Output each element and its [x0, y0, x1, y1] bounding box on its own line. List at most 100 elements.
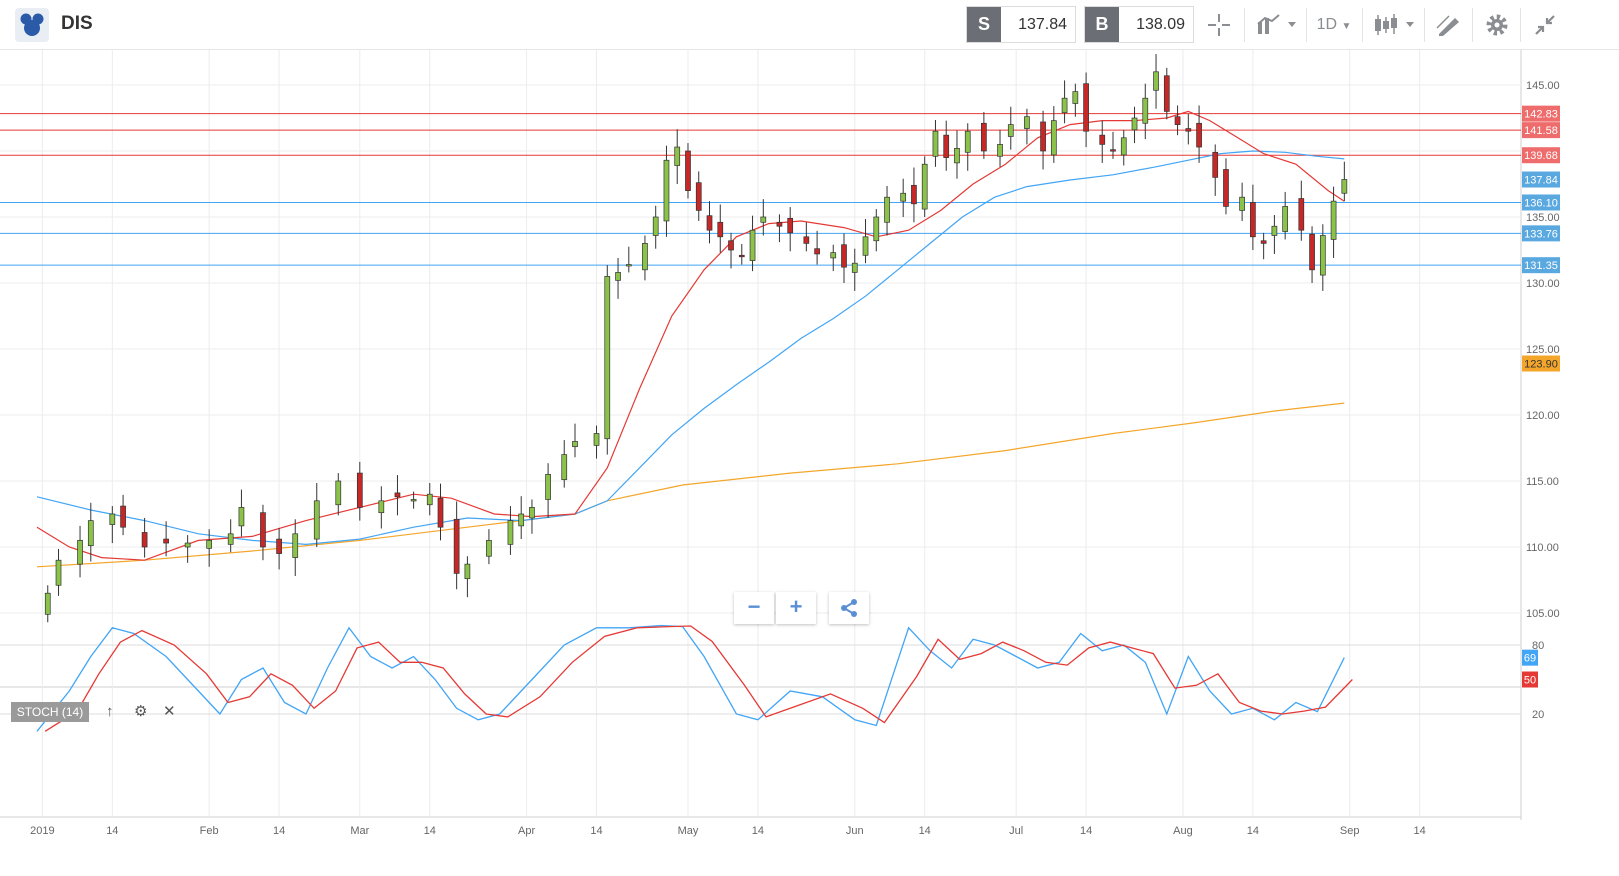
candles-button[interactable]: [1370, 7, 1420, 43]
moving-average-mid: [36, 150, 1345, 546]
candle: [663, 159, 670, 222]
toolbar-separator: [1424, 8, 1425, 42]
candle: [1120, 137, 1127, 156]
zoom-in-button[interactable]: +: [776, 592, 816, 624]
candle: [1330, 200, 1337, 240]
close-icon[interactable]: ✕: [163, 703, 176, 720]
timeframe-dropdown[interactable]: 1D ▼: [1312, 7, 1356, 43]
gear-icon[interactable]: ⚙: [134, 703, 148, 720]
candle: [873, 216, 880, 242]
candle: [604, 276, 611, 440]
candle: [1153, 71, 1159, 91]
price-chart[interactable]: 2019 14 Feb 14 Mar 14 Apr 14 May 14 Jun 14 Jul 14 Aug 1…: [0, 50, 1619, 876]
price-label-box: [1522, 355, 1560, 372]
candle: [1040, 121, 1046, 152]
toolbar-separator: [1306, 8, 1307, 42]
candle: [109, 513, 116, 525]
candle: [1163, 75, 1170, 112]
candle: [862, 236, 869, 256]
settings-button[interactable]: [1480, 7, 1514, 43]
candle: [1341, 179, 1348, 194]
candle: [276, 538, 282, 554]
crosshair-icon: [1208, 14, 1230, 36]
y-tick-label: 110.00: [1526, 542, 1559, 554]
candle: [1142, 97, 1149, 124]
price-label-text: 137.84: [1524, 175, 1558, 187]
candle: [184, 542, 191, 548]
candle: [545, 474, 551, 500]
candle: [426, 493, 433, 506]
x-tick-label: Apr: [518, 825, 535, 837]
candle: [706, 215, 713, 231]
sell-price-button[interactable]: S 137.84: [966, 6, 1076, 43]
candle: [44, 592, 51, 615]
candle: [1131, 117, 1138, 131]
candle: [921, 163, 928, 210]
draw-tools-button[interactable]: [1432, 7, 1466, 43]
candle: [728, 240, 734, 251]
x-tick-label: Jun: [846, 825, 864, 837]
toolbar-separator: [1362, 8, 1363, 42]
zoom-out-button[interactable]: −: [734, 592, 774, 624]
collapse-button[interactable]: [1528, 7, 1562, 43]
candle: [830, 252, 837, 259]
candle: [87, 520, 94, 547]
candle: [394, 492, 401, 498]
toolbar-separator: [1244, 8, 1245, 42]
candle: [776, 221, 783, 227]
x-tick-label: Feb: [200, 825, 219, 837]
candle: [954, 148, 960, 164]
candle: [1072, 91, 1079, 104]
stoch-d-line: [44, 625, 1353, 732]
candle: [486, 540, 492, 557]
x-tick-label: 14: [273, 825, 285, 837]
candle: [685, 150, 691, 191]
candle: [1309, 233, 1315, 271]
candle: [981, 122, 987, 152]
toolbar-separator: [1472, 8, 1473, 42]
candle: [652, 216, 659, 236]
candle: [55, 559, 62, 586]
price-label-text: 141.58: [1524, 125, 1558, 137]
candle: [1024, 116, 1030, 129]
candle: [760, 216, 767, 223]
candle: [1099, 134, 1106, 145]
candle: [378, 500, 385, 514]
price-label-box: [1522, 171, 1560, 188]
candle: [738, 254, 745, 258]
y-tick-label: 120.00: [1526, 410, 1560, 422]
share-button[interactable]: [829, 592, 869, 624]
x-tick-label: 14: [424, 825, 436, 837]
candle: [674, 146, 681, 166]
candle: [120, 505, 126, 528]
candle: [437, 497, 444, 528]
arrow-up-icon[interactable]: ↑: [106, 703, 114, 720]
candle: [561, 454, 568, 481]
candle: [695, 182, 702, 211]
y-tick-label: 135.00: [1526, 212, 1560, 224]
buy-label: B: [1085, 7, 1119, 42]
candle: [749, 229, 756, 261]
chart-type-button[interactable]: [1252, 7, 1302, 43]
stoch-k-value: 69: [1524, 653, 1536, 665]
mickey-logo-icon[interactable]: [15, 8, 49, 42]
candle: [1083, 83, 1089, 132]
candle: [1050, 120, 1057, 156]
candle: [642, 243, 648, 271]
stoch-k-line: [36, 624, 1345, 732]
buy-price-button[interactable]: B 138.09: [1084, 6, 1194, 43]
stochastic-indicator-label[interactable]: STOCH (14): [11, 702, 89, 722]
candle: [814, 248, 820, 255]
x-tick-label: 14: [590, 825, 602, 837]
candle: [141, 532, 148, 548]
sell-price: 137.84: [1018, 16, 1067, 33]
stoch-d-value: 50: [1524, 675, 1536, 687]
crosshair-button[interactable]: [1200, 7, 1238, 43]
candle: [943, 134, 950, 158]
candle: [1185, 128, 1192, 132]
candle: [1282, 206, 1289, 232]
price-label-text: 142.83: [1524, 109, 1558, 121]
x-tick-label: May: [678, 825, 699, 837]
moving-average-long: [36, 402, 1345, 568]
price-label-box: [1522, 225, 1560, 242]
